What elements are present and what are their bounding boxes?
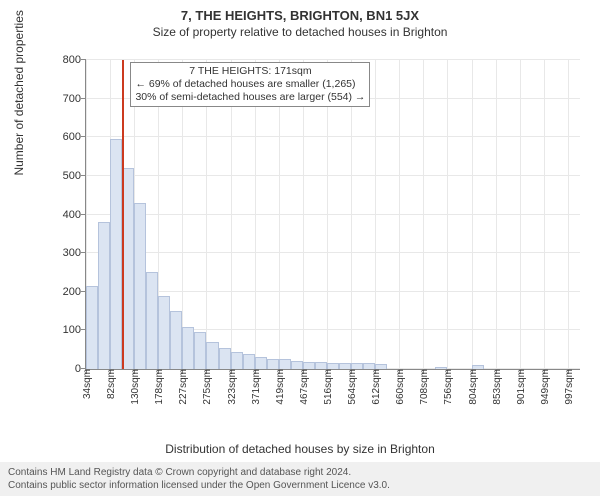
x-tick-label: 756sqm (440, 369, 454, 405)
histogram-bar (315, 362, 327, 369)
gridline-horizontal (86, 214, 580, 215)
x-tick-label: 467sqm (296, 369, 310, 405)
histogram-bar (291, 361, 303, 369)
x-tick-label: 130sqm (127, 369, 141, 405)
gridline-vertical (447, 60, 448, 369)
histogram-bar (158, 296, 170, 369)
x-tick-label: 660sqm (392, 369, 406, 405)
x-tick-label: 949sqm (537, 369, 551, 405)
x-tick-label: 275sqm (199, 369, 213, 405)
y-axis-label: Number of detached properties (12, 10, 26, 175)
y-tick-label: 400 (63, 209, 86, 221)
histogram-bar (98, 222, 110, 369)
gridline-horizontal (86, 252, 580, 253)
x-tick-label: 178sqm (151, 369, 165, 405)
gridline-vertical (544, 60, 545, 369)
footer-line-1: Contains HM Land Registry data © Crown c… (8, 466, 592, 479)
gridline-vertical (472, 60, 473, 369)
x-tick-label: 516sqm (320, 369, 334, 405)
y-tick-label: 200 (63, 286, 86, 298)
histogram-bar (279, 359, 291, 369)
histogram-bar (243, 354, 255, 369)
gridline-horizontal (86, 59, 580, 60)
chart-area: 010020030040050060070080034sqm82sqm130sq… (55, 60, 580, 400)
y-tick-label: 100 (63, 324, 86, 336)
gridline-horizontal (86, 175, 580, 176)
histogram-bar (170, 311, 182, 369)
gridline-vertical (496, 60, 497, 369)
gridline-vertical (568, 60, 569, 369)
annotation-line: ← 69% of detached houses are smaller (1,… (135, 78, 365, 91)
histogram-bar (231, 352, 243, 369)
footer-line-2: Contains public sector information licen… (8, 479, 592, 492)
x-axis-label: Distribution of detached houses by size … (0, 442, 600, 456)
histogram-bar (86, 286, 98, 369)
histogram-bar (206, 342, 218, 369)
property-marker-line (122, 60, 124, 369)
annotation-line: 7 THE HEIGHTS: 171sqm (135, 65, 365, 78)
footer: Contains HM Land Registry data © Crown c… (0, 462, 600, 496)
x-tick-label: 804sqm (465, 369, 479, 405)
chart-container: 7, THE HEIGHTS, BRIGHTON, BN1 5JX Size o… (0, 0, 600, 500)
gridline-horizontal (86, 291, 580, 292)
x-tick-label: 612sqm (368, 369, 382, 405)
gridline-vertical (423, 60, 424, 369)
x-tick-label: 901sqm (513, 369, 527, 405)
x-tick-label: 34sqm (79, 369, 93, 399)
x-tick-label: 997sqm (561, 369, 575, 405)
y-tick-label: 300 (63, 247, 86, 259)
gridline-vertical (375, 60, 376, 369)
histogram-bar (110, 139, 122, 369)
gridline-vertical (399, 60, 400, 369)
page-subtitle: Size of property relative to detached ho… (0, 25, 600, 39)
gridline-vertical (520, 60, 521, 369)
histogram-bar (267, 359, 279, 369)
gridline-horizontal (86, 136, 580, 137)
x-tick-label: 323sqm (224, 369, 238, 405)
x-tick-label: 853sqm (489, 369, 503, 405)
page-title: 7, THE HEIGHTS, BRIGHTON, BN1 5JX (0, 0, 600, 23)
annotation-line: 30% of semi-detached houses are larger (… (135, 91, 365, 104)
histogram-bar (182, 327, 194, 369)
x-tick-label: 419sqm (272, 369, 286, 405)
x-tick-label: 371sqm (248, 369, 262, 405)
x-tick-label: 82sqm (103, 369, 117, 399)
y-tick-label: 700 (63, 93, 86, 105)
histogram-bar (194, 332, 206, 369)
x-tick-label: 564sqm (344, 369, 358, 405)
histogram-bar (219, 348, 231, 369)
x-tick-label: 227sqm (175, 369, 189, 405)
y-tick-label: 600 (63, 131, 86, 143)
histogram-bar (255, 357, 267, 369)
annotation-box: 7 THE HEIGHTS: 171sqm← 69% of detached h… (130, 62, 370, 107)
histogram-bar (303, 362, 315, 369)
plot-area: 010020030040050060070080034sqm82sqm130sq… (85, 60, 580, 370)
y-tick-label: 500 (63, 170, 86, 182)
histogram-bar (146, 272, 158, 369)
y-tick-label: 800 (63, 54, 86, 66)
histogram-bar (134, 203, 146, 369)
x-tick-label: 708sqm (416, 369, 430, 405)
